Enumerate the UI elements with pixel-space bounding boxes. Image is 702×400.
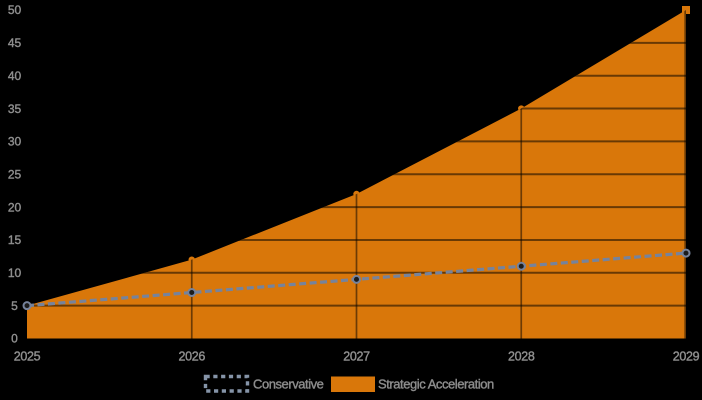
svg-text:20: 20 bbox=[8, 200, 22, 214]
svg-text:35: 35 bbox=[8, 102, 22, 116]
svg-text:2026: 2026 bbox=[178, 350, 205, 364]
svg-text:15: 15 bbox=[8, 233, 22, 247]
svg-text:30: 30 bbox=[8, 135, 22, 149]
svg-text:Strategic Acceleration: Strategic Acceleration bbox=[378, 377, 494, 392]
svg-text:45: 45 bbox=[8, 36, 22, 50]
svg-text:0: 0 bbox=[11, 332, 18, 346]
svg-text:50: 50 bbox=[8, 3, 22, 17]
svg-text:2025: 2025 bbox=[14, 350, 41, 364]
svg-text:5: 5 bbox=[11, 299, 18, 313]
svg-text:40: 40 bbox=[8, 69, 22, 83]
svg-text:25: 25 bbox=[8, 167, 22, 181]
svg-text:10: 10 bbox=[8, 266, 22, 280]
svg-text:2028: 2028 bbox=[508, 350, 535, 364]
svg-text:2027: 2027 bbox=[343, 350, 370, 364]
svg-text:Conservative: Conservative bbox=[253, 377, 324, 392]
svg-text:2029: 2029 bbox=[673, 350, 700, 364]
